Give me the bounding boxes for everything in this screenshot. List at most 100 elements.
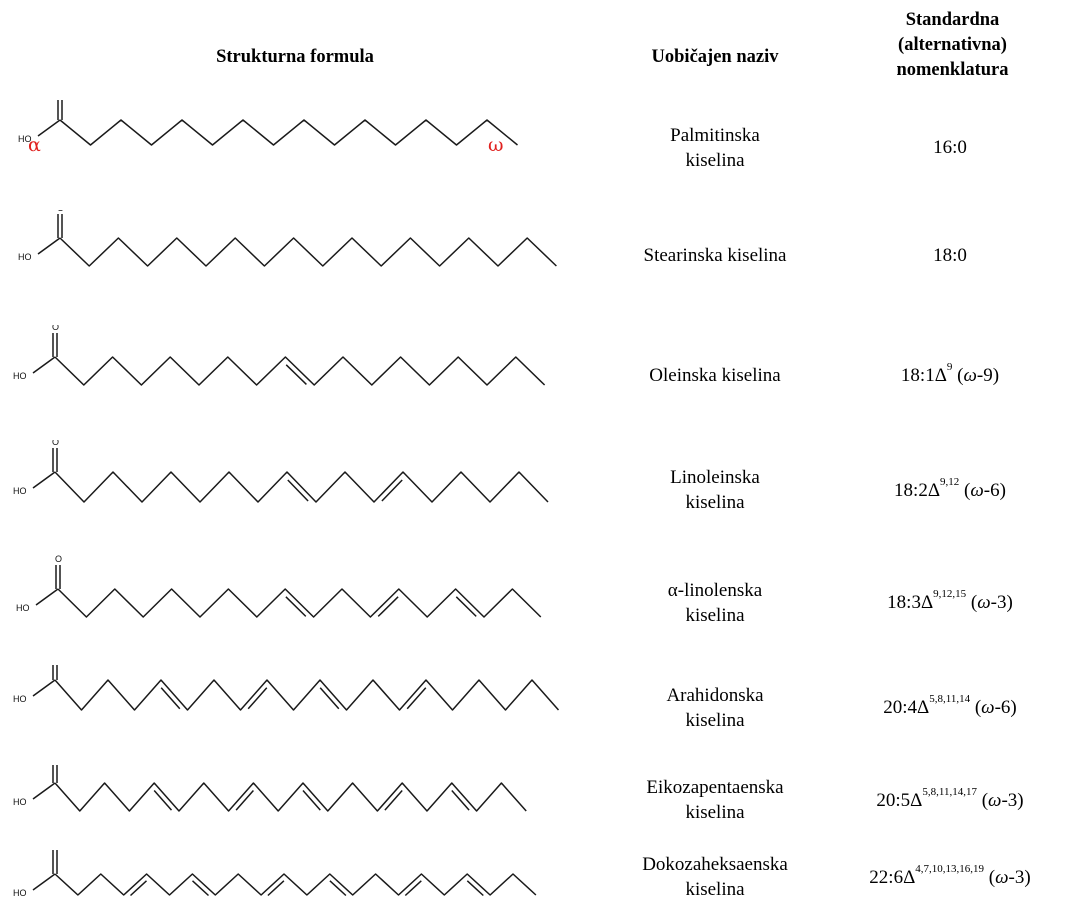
double-bond-line [406, 687, 427, 710]
header-standard-line3: nomenklatura [896, 60, 1009, 80]
double-bond-line [404, 880, 422, 897]
omega-number: -6) [994, 697, 1017, 718]
double-bond-positions: 9 [946, 360, 953, 373]
hydroxyl-label: HO [13, 797, 27, 807]
oxygen-label: O [52, 325, 59, 332]
nomenclature-main: 20:4Δ [883, 697, 930, 718]
double-bond-line [451, 790, 470, 811]
skeletal-formula: OHO [13, 765, 527, 812]
hydroxyl-bond [32, 471, 56, 489]
common-name-line1: Dokozaheksaenska [642, 854, 788, 875]
omega-class: (ω-6) [970, 697, 1017, 718]
fatty-acid-row: OHO Dokozaheksaenska kiselina 22:6Δ4,7,10,1… [0, 850, 1065, 914]
common-name-line2: kiselina [685, 709, 745, 731]
common-name: α-linolenska kiselina [600, 555, 830, 650]
omega-class: (ω-9) [952, 364, 1000, 386]
header-standard-line1: Standardna [905, 10, 1000, 30]
hydroxyl-label: HO [13, 486, 27, 496]
standard-nomenclature: 20:5Δ 5,8,11,14,17 (ω-3) [835, 765, 1065, 835]
nomenclature-main: 18:1Δ [900, 364, 947, 386]
double-bond-positions: 5,8,11,14 [929, 693, 971, 705]
header-common-name: Uobičajen naziv [651, 47, 779, 67]
hydroxyl-bond [32, 782, 56, 800]
common-name: Linoleinska kiselina [600, 440, 830, 540]
common-name-line1: Arahidonska [666, 684, 764, 706]
omega-number: -3) [1001, 789, 1024, 811]
omega-symbol: ω [988, 789, 1002, 811]
common-name: Arahidonska kiselina [600, 665, 830, 750]
standard-nomenclature: 18:0 [835, 210, 1065, 300]
double-bond-line [455, 596, 477, 617]
double-bond-positions: 5,8,11,14,17 [922, 785, 977, 798]
double-bond-positions: 4,7,10,13,16,19 [915, 862, 985, 875]
common-name-line2: kiselina [685, 879, 745, 900]
omega-class: (ω-6) [959, 479, 1006, 501]
fatty-acid-row: O HO α-linolenska kiselina 18:3Δ 9,12,15 (ω-3… [0, 555, 1065, 660]
common-name-line2: kiselina [685, 492, 745, 513]
common-name-line2: kiselina [685, 149, 745, 171]
double-bond-line [377, 596, 399, 617]
common-name: Stearinska kiselina [600, 210, 830, 300]
double-bond-line [285, 596, 307, 617]
omega-symbol: ω [977, 592, 991, 613]
double-bond-line [153, 790, 173, 811]
double-bond-line [287, 479, 309, 502]
omega-number: -3) [990, 592, 1013, 613]
double-bond-positions: 9,12 [940, 475, 960, 488]
hydroxyl-label: HO [18, 252, 32, 262]
nomenclature-main: 20:5Δ [876, 789, 923, 811]
omega-symbol: ω [963, 364, 977, 386]
fatty-acid-row: O HO Oleinska kiselina 18:1Δ 9 (ω-9) [0, 325, 1065, 435]
common-name-line2: kiselina [685, 604, 745, 626]
hydroxyl-bond [32, 873, 56, 891]
double-bond-line [329, 880, 347, 897]
omega-number: -6) [983, 479, 1006, 501]
hydroxyl-label: HO [13, 888, 27, 898]
skeletal-formula: O HO [18, 210, 557, 267]
omega-number: -3) [1008, 866, 1031, 888]
carbon-chain [54, 471, 549, 503]
double-bond-line [267, 880, 285, 897]
double-bond-line [319, 687, 340, 710]
carbon-chain [54, 873, 537, 896]
hydroxyl-bond [32, 679, 56, 697]
carbon-chain [59, 237, 557, 267]
omega-class: (ω-3) [976, 789, 1024, 811]
carbon-chain [54, 679, 560, 711]
standard-nomenclature: 18:3Δ 9,12,15 (ω-3) [835, 555, 1065, 650]
carbon-chain [54, 782, 527, 812]
double-bond-line [129, 880, 148, 897]
double-bond-line [247, 687, 268, 710]
omega-symbol: ω [970, 479, 984, 501]
double-bond-line [302, 790, 321, 811]
double-bond-line [191, 880, 210, 897]
header-standard-line2: (alternativna) [898, 35, 1007, 55]
oxygen-label: O [57, 210, 64, 213]
common-name-line1: Linoleinska [670, 467, 760, 488]
common-name-line1: Stearinska kiselina [643, 244, 787, 266]
hydroxyl-bond [37, 119, 61, 137]
nomenclature-main: 18:0 [933, 244, 967, 266]
common-name-line2: kiselina [685, 802, 745, 823]
hydroxyl-bond [35, 588, 59, 606]
skeletal-formula: OHO [18, 100, 518, 146]
common-name-line1: Oleinska kiselina [649, 364, 781, 386]
skeletal-formula: OHO [13, 325, 546, 386]
double-bond-line [384, 790, 403, 811]
common-name: Dokozaheksaenska kiselina [600, 850, 830, 904]
common-name: Eikozapentaenska kiselina [600, 765, 830, 835]
carbon-chain [57, 588, 542, 618]
common-name: Oleinska kiselina [600, 325, 830, 425]
fatty-acid-row: OHO Arahidonska kiselina 20:4Δ5,8,11,14 (ω-… [0, 665, 1065, 760]
nomenclature-main: 22:6Δ [869, 866, 916, 888]
oxygen-label: O [52, 440, 59, 447]
omega-marker: ω [488, 134, 504, 156]
header-structural-formula: Strukturna formula [216, 47, 374, 67]
double-bond-line [285, 364, 307, 385]
hydroxyl-bond [37, 237, 61, 255]
oxygen-label: O [55, 555, 62, 564]
double-bond-line [466, 880, 484, 897]
nomenclature-main: 18:2Δ [894, 479, 941, 501]
standard-nomenclature: 18:1Δ 9 (ω-9) [835, 325, 1065, 425]
